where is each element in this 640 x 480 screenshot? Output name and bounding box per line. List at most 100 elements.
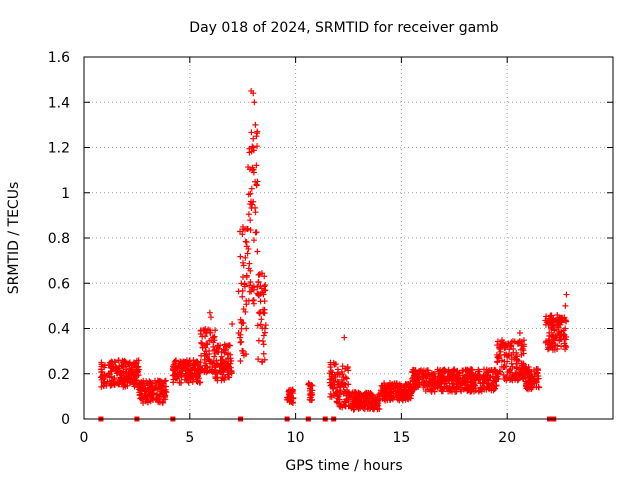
data-point (562, 325, 569, 332)
data-point (338, 401, 345, 408)
data-point (530, 379, 537, 386)
data-point (250, 147, 257, 154)
data-point (247, 267, 254, 274)
data-point (411, 366, 418, 373)
data-point (194, 372, 201, 379)
data-point (480, 379, 487, 386)
data-point (196, 379, 203, 386)
data-point (191, 361, 198, 368)
data-point (456, 369, 463, 376)
data-point (491, 377, 498, 384)
data-point (202, 333, 209, 340)
data-point (212, 364, 219, 371)
data-point (469, 366, 476, 373)
data-point (460, 367, 467, 374)
data-point (411, 372, 418, 379)
data-point (496, 368, 503, 375)
data-point (498, 357, 505, 364)
data-point (262, 322, 269, 329)
data-point (158, 379, 165, 386)
data-point (156, 395, 163, 402)
data-point (162, 383, 169, 390)
data-point (387, 396, 394, 403)
data-point (144, 386, 151, 393)
data-point (459, 372, 466, 379)
y-tick-label: 1.2 (48, 141, 70, 157)
data-point (399, 391, 406, 398)
data-point (487, 373, 494, 380)
data-point (390, 384, 397, 391)
data-point (221, 374, 228, 381)
data-point (101, 364, 108, 371)
data-point (331, 361, 338, 368)
data-point (149, 395, 156, 402)
data-point (476, 372, 483, 379)
data-point (554, 322, 561, 329)
data-point (436, 368, 443, 375)
data-point (182, 373, 189, 380)
data-point (425, 380, 432, 387)
data-point (240, 262, 247, 269)
data-point (290, 395, 297, 402)
data-point (485, 369, 492, 376)
data-point (494, 373, 501, 380)
data-point (249, 167, 256, 174)
data-point (518, 351, 525, 358)
data-point (257, 321, 264, 328)
data-point (117, 375, 124, 382)
data-point (101, 372, 108, 379)
data-point (421, 382, 428, 389)
data-point (260, 341, 267, 348)
data-point (458, 381, 465, 388)
data-point (352, 395, 359, 402)
data-point (441, 366, 448, 373)
data-point (240, 320, 247, 327)
data-point (251, 99, 258, 106)
data-point (192, 366, 199, 373)
data-point (327, 390, 334, 397)
data-point (250, 300, 257, 307)
data-point (551, 337, 558, 344)
y-tick-label: 1.6 (48, 50, 70, 66)
data-point (542, 317, 549, 324)
data-point (210, 334, 217, 341)
data-point (110, 363, 117, 370)
data-point (374, 406, 381, 413)
data-point (130, 381, 137, 388)
data-point (506, 346, 513, 353)
data-point (465, 383, 472, 390)
data-point (116, 369, 123, 376)
data-point (556, 316, 563, 323)
data-point (116, 378, 123, 385)
y-tick-label: 0.6 (48, 276, 70, 292)
x-tick-label: 5 (185, 430, 194, 446)
x-tick-label: 10 (287, 430, 305, 446)
data-point (126, 365, 133, 372)
data-point (384, 394, 391, 401)
data-point (258, 270, 265, 277)
data-point (253, 162, 260, 169)
data-point (225, 371, 232, 378)
data-point (207, 358, 214, 365)
data-point (287, 386, 294, 393)
data-point (500, 364, 507, 371)
data-point (254, 284, 261, 291)
data-point (179, 359, 186, 366)
data-point (329, 382, 336, 389)
data-point (467, 374, 474, 381)
data-point (136, 389, 143, 396)
data-point (249, 143, 256, 150)
data-point (218, 363, 225, 370)
data-point (244, 225, 251, 232)
data-point (446, 388, 453, 395)
data-point (144, 396, 151, 403)
data-point (119, 357, 126, 364)
data-point (247, 217, 254, 224)
data-point (210, 343, 217, 350)
data-point (237, 331, 244, 338)
data-point (556, 328, 563, 335)
data-point (247, 278, 254, 285)
data-point (260, 306, 267, 313)
data-point (172, 373, 179, 380)
data-point (252, 121, 259, 128)
